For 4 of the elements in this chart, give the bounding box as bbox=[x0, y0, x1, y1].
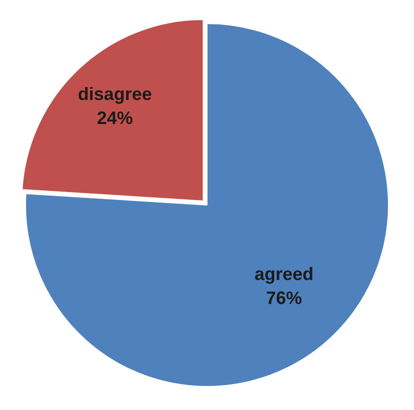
slice-label: disagree bbox=[78, 84, 152, 104]
data-label: 76% bbox=[266, 288, 302, 308]
data-label: 24% bbox=[96, 108, 133, 128]
slice-label: agreed bbox=[254, 264, 314, 284]
